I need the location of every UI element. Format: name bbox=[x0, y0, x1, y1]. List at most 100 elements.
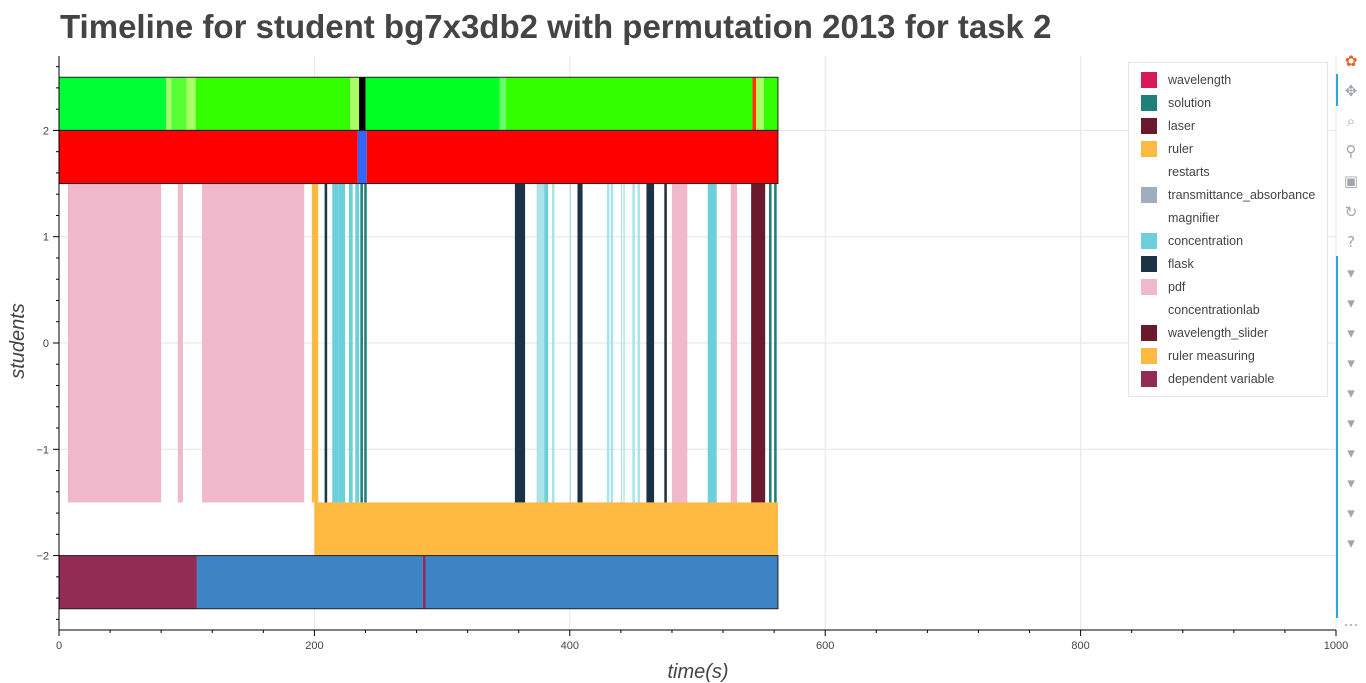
timeline-segment[interactable] bbox=[544, 183, 549, 503]
timeline-segment[interactable] bbox=[623, 183, 625, 503]
timeline-segment[interactable] bbox=[348, 183, 353, 503]
hover-icon[interactable]: ▾ bbox=[1347, 534, 1355, 552]
timeline-segment[interactable] bbox=[59, 77, 167, 131]
hover-icon[interactable]: ▾ bbox=[1347, 414, 1355, 432]
timeline-segment[interactable] bbox=[551, 183, 555, 503]
timeline-segment[interactable] bbox=[365, 77, 500, 131]
timeline-segment[interactable] bbox=[569, 183, 572, 503]
legend-label: ruler bbox=[1168, 141, 1194, 156]
legend-label: ruler measuring bbox=[1168, 348, 1255, 363]
y-tick-label: −1 bbox=[36, 444, 49, 456]
more-icon[interactable]: … bbox=[1343, 612, 1359, 630]
timeline-segment[interactable] bbox=[671, 183, 688, 503]
legend-item[interactable]: flask bbox=[1129, 252, 1327, 275]
legend-item[interactable]: concentrationlab bbox=[1129, 298, 1327, 321]
timeline-segment[interactable] bbox=[364, 183, 367, 503]
timeline-segment[interactable] bbox=[751, 183, 766, 503]
legend-item[interactable]: solution bbox=[1129, 91, 1327, 114]
legend-item[interactable]: wavelength bbox=[1129, 68, 1327, 91]
hover-icon[interactable]: ▾ bbox=[1347, 504, 1355, 522]
timeline-segment[interactable] bbox=[366, 130, 778, 184]
timeline-segment[interactable] bbox=[499, 77, 506, 131]
pan-icon[interactable]: ✥ bbox=[1344, 82, 1358, 100]
timeline-segment[interactable] bbox=[774, 183, 777, 503]
legend-label: pdf bbox=[1168, 279, 1186, 294]
timeline-segment[interactable] bbox=[177, 183, 183, 503]
legend-item[interactable]: laser bbox=[1129, 114, 1327, 137]
hover-icon[interactable]: ▾ bbox=[1347, 384, 1355, 402]
timeline-segment[interactable] bbox=[311, 183, 319, 503]
tool-usage bbox=[67, 183, 777, 503]
timeline-segment[interactable] bbox=[67, 183, 162, 503]
timeline-segment[interactable] bbox=[186, 77, 196, 131]
timeline-segment[interactable] bbox=[505, 77, 753, 131]
legend-item[interactable]: dependent variable bbox=[1129, 367, 1327, 390]
hover-icon[interactable]: ▾ bbox=[1347, 264, 1355, 282]
legend-item[interactable]: concentration bbox=[1129, 229, 1327, 252]
hover-icon[interactable]: ▾ bbox=[1347, 324, 1355, 342]
timeline-segment[interactable] bbox=[59, 130, 358, 184]
legend-label: wavelength bbox=[1168, 72, 1232, 87]
timeline-segment[interactable] bbox=[606, 183, 610, 503]
legend-swatch bbox=[1141, 255, 1157, 272]
timeline-segment[interactable] bbox=[171, 77, 187, 131]
legend-item[interactable]: pdf bbox=[1129, 275, 1327, 298]
timeline-segment[interactable] bbox=[620, 183, 623, 503]
timeline-segment[interactable] bbox=[707, 183, 717, 503]
timeline-segment[interactable] bbox=[637, 183, 641, 503]
legend-item[interactable]: wavelength_slider bbox=[1129, 321, 1327, 344]
timeline-segment[interactable] bbox=[202, 183, 305, 503]
timeline-segment[interactable] bbox=[324, 183, 328, 503]
hover-icon[interactable]: ▾ bbox=[1347, 294, 1355, 312]
timeline-segment[interactable] bbox=[59, 555, 197, 609]
box-zoom-icon[interactable]: ⌕ bbox=[1346, 112, 1356, 130]
legend-item[interactable]: ruler measuring bbox=[1129, 344, 1327, 367]
reset-icon[interactable]: ↻ bbox=[1344, 203, 1358, 221]
timeline-segment[interactable] bbox=[425, 555, 778, 609]
timeline-segment[interactable] bbox=[730, 183, 738, 503]
timeline-segment[interactable] bbox=[195, 77, 351, 131]
top-activity bbox=[59, 77, 778, 131]
timeline-segment[interactable] bbox=[536, 183, 545, 503]
timeline-segment[interactable] bbox=[514, 183, 526, 503]
timeline-segment[interactable] bbox=[752, 77, 757, 131]
timeline-segment[interactable] bbox=[332, 183, 339, 503]
timeline-segment[interactable] bbox=[355, 183, 360, 503]
legend-swatch bbox=[1141, 278, 1157, 295]
legend-label: concentrationlab bbox=[1168, 302, 1260, 317]
timeline-segment[interactable] bbox=[166, 77, 172, 131]
active-tool-indicator bbox=[1336, 74, 1338, 106]
legend-item[interactable]: transmittance_absorbance bbox=[1129, 183, 1327, 206]
legend: wavelength solution laser ruler restarts tran… bbox=[1128, 62, 1328, 397]
wheel-zoom-icon[interactable]: ⚲ bbox=[1345, 142, 1357, 160]
help-icon[interactable]: ? bbox=[1347, 233, 1355, 251]
active-tool-indicator bbox=[1336, 256, 1338, 618]
timeline-segment[interactable] bbox=[610, 183, 614, 503]
timeline-segment[interactable] bbox=[314, 502, 778, 556]
hover-icon[interactable]: ▾ bbox=[1347, 474, 1355, 492]
timeline-segment[interactable] bbox=[357, 130, 367, 184]
hover-icon[interactable]: ▾ bbox=[1347, 444, 1355, 462]
timeline-segment[interactable] bbox=[338, 183, 346, 503]
timeline-segment[interactable] bbox=[422, 555, 426, 609]
hover-icon[interactable]: ▾ bbox=[1347, 354, 1355, 372]
timeline-segment[interactable] bbox=[350, 77, 360, 131]
legend-item[interactable]: ruler bbox=[1129, 137, 1327, 160]
y-tick-label: 0 bbox=[43, 338, 49, 350]
timeline-segment[interactable] bbox=[756, 77, 764, 131]
timeline-segment[interactable] bbox=[763, 77, 778, 131]
legend-label: solution bbox=[1168, 95, 1212, 110]
legend-item[interactable]: restarts bbox=[1129, 160, 1327, 183]
legend-item[interactable]: magnifier bbox=[1129, 206, 1327, 229]
bokeh-logo-icon[interactable]: ✿ bbox=[1344, 52, 1358, 70]
timeline-segment[interactable] bbox=[577, 183, 583, 503]
timeline-segment[interactable] bbox=[646, 183, 655, 503]
timeline-segment[interactable] bbox=[632, 183, 635, 503]
timeline-segment[interactable] bbox=[769, 183, 772, 503]
save-icon[interactable]: ▣ bbox=[1343, 172, 1359, 190]
timeline-segment[interactable] bbox=[359, 77, 366, 131]
timeline-segment[interactable] bbox=[664, 183, 667, 503]
timeline-segment[interactable] bbox=[360, 183, 363, 503]
timeline-segment[interactable] bbox=[196, 555, 423, 609]
